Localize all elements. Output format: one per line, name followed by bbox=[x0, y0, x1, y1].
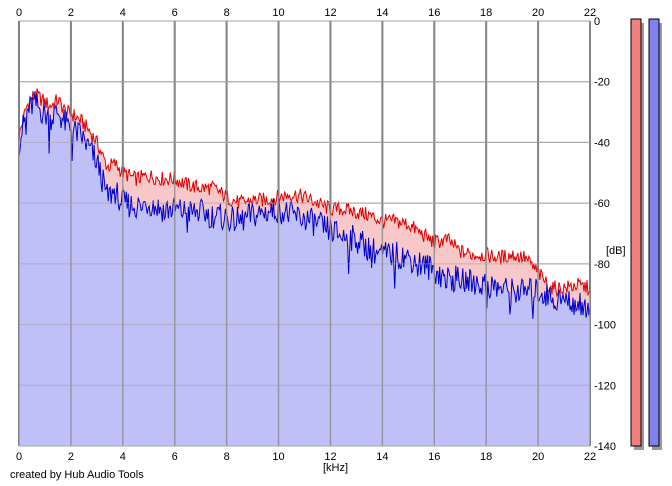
x-tick-label-top: 14 bbox=[376, 7, 388, 19]
x-tick-label-bottom: 2 bbox=[68, 451, 74, 463]
x-tick-label-top: 6 bbox=[172, 7, 178, 19]
x-tick-label-bottom: 14 bbox=[376, 451, 388, 463]
tick-labels: 002244668810101212141416161818202022220-… bbox=[16, 7, 616, 463]
x-axis-label: [kHz] bbox=[323, 462, 348, 474]
x-tick-label-top: 20 bbox=[532, 7, 544, 19]
left-level-meter bbox=[630, 18, 642, 447]
y-tick-label: -40 bbox=[594, 137, 610, 149]
y-axis-label: [dB] bbox=[606, 245, 626, 257]
x-tick-label-bottom: 8 bbox=[224, 451, 230, 463]
y-tick-label: -80 bbox=[594, 259, 610, 271]
x-tick-label-bottom: 20 bbox=[532, 451, 544, 463]
x-tick-label-bottom: 12 bbox=[324, 451, 336, 463]
y-tick-label: 0 bbox=[594, 16, 600, 28]
y-tick-label: -120 bbox=[594, 380, 616, 392]
x-tick-label-bottom: 0 bbox=[16, 451, 22, 463]
x-tick-label-bottom: 16 bbox=[428, 451, 440, 463]
x-tick-label-top: 22 bbox=[584, 7, 596, 19]
right-level-meter bbox=[648, 18, 660, 447]
x-tick-label-top: 4 bbox=[120, 7, 126, 19]
x-tick-label-top: 10 bbox=[272, 7, 284, 19]
series-line-2 bbox=[18, 90, 591, 319]
x-tick-label-bottom: 22 bbox=[584, 451, 596, 463]
x-tick-label-top: 16 bbox=[428, 7, 440, 19]
x-tick-label-top: 0 bbox=[16, 7, 22, 19]
series-area-2 bbox=[19, 91, 590, 446]
x-tick-label-bottom: 18 bbox=[480, 451, 492, 463]
y-tick-label: -20 bbox=[594, 77, 610, 89]
plot-frame bbox=[18, 20, 591, 447]
spectrum-lines bbox=[18, 88, 591, 319]
x-tick-label-top: 8 bbox=[224, 7, 230, 19]
spectrum-areas bbox=[19, 88, 590, 447]
x-tick-label-bottom: 10 bbox=[272, 451, 284, 463]
x-tick-label-top: 18 bbox=[480, 7, 492, 19]
level-meters bbox=[630, 18, 662, 450]
y-tick-label: -100 bbox=[594, 320, 616, 332]
x-tick-label-top: 12 bbox=[324, 7, 336, 19]
series-line-1 bbox=[18, 88, 591, 298]
y-tick-label: -60 bbox=[594, 198, 610, 210]
x-tick-label-bottom: 4 bbox=[120, 451, 126, 463]
credit-text: created by Hub Audio Tools bbox=[10, 469, 144, 481]
y-tick-label: -140 bbox=[594, 441, 616, 453]
x-tick-label-top: 2 bbox=[68, 7, 74, 19]
x-tick-label-bottom: 6 bbox=[172, 451, 178, 463]
